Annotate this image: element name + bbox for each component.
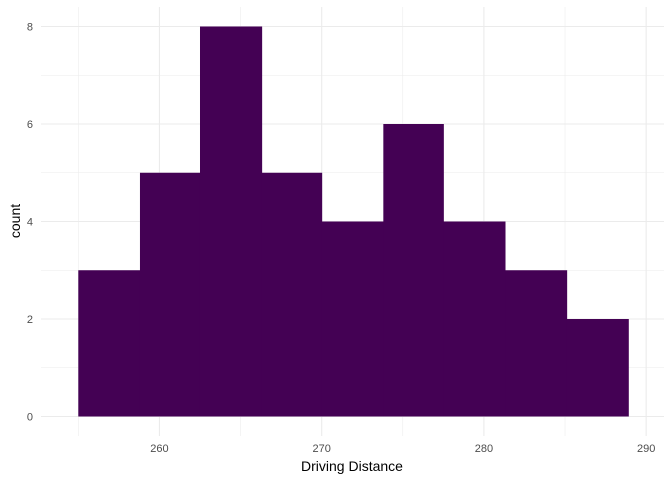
x-tick-label: 260 — [150, 443, 168, 455]
y-tick-label: 0 — [27, 412, 33, 424]
histogram-bar — [261, 172, 323, 417]
histogram-bar — [566, 319, 629, 417]
histogram-bar — [443, 221, 506, 417]
y-tick-label: 6 — [27, 119, 33, 131]
y-tick-label: 2 — [27, 314, 33, 326]
x-tick-label: 280 — [475, 443, 493, 455]
y-tick-label: 8 — [27, 22, 33, 34]
x-axis-ticks: 260 270 280 290 — [150, 443, 655, 455]
x-tick-label: 290 — [637, 443, 655, 455]
histogram-bar — [505, 270, 568, 417]
x-tick-label: 270 — [312, 443, 330, 455]
y-axis-title: count — [7, 204, 23, 238]
histogram-bar — [139, 172, 201, 417]
y-tick-label: 4 — [27, 217, 33, 229]
x-axis-title: Driving Distance — [301, 458, 403, 474]
histogram-bar — [78, 270, 141, 417]
histogram-bar — [199, 26, 263, 417]
y-axis-ticks: 0 2 4 6 8 — [27, 22, 33, 424]
bars-group — [78, 26, 629, 417]
histogram-bar — [383, 124, 444, 417]
histogram-bar — [321, 221, 384, 417]
